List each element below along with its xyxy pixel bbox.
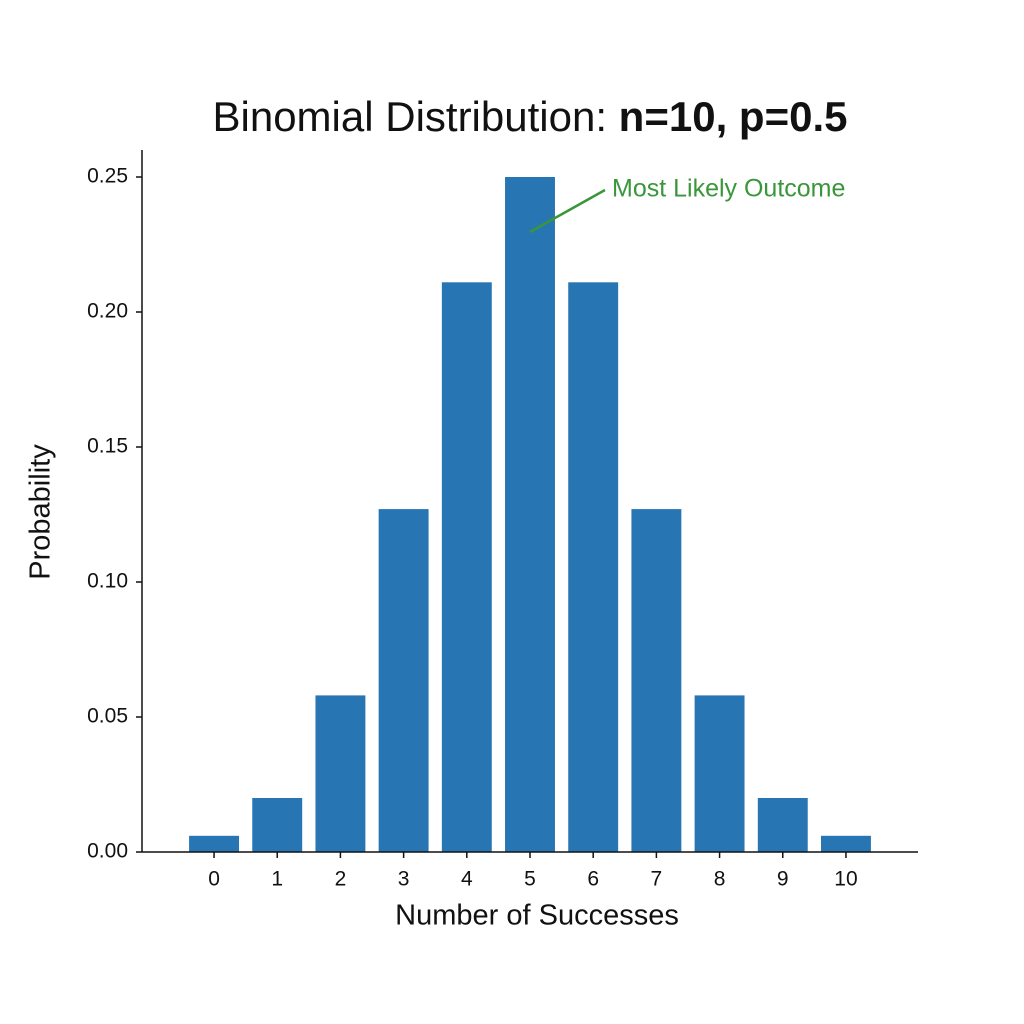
x-tick-label: 2 <box>335 868 347 891</box>
x-tick-label: 8 <box>714 868 726 891</box>
x-axis-label: Number of Successes <box>395 900 679 932</box>
y-tick-label: 0.00 <box>87 840 128 863</box>
x-tick-label: 7 <box>651 868 663 891</box>
title-bold: n=10, p=0.5 <box>619 93 848 140</box>
x-tick-label: 10 <box>834 868 857 891</box>
x-tick-label: 3 <box>398 868 410 891</box>
bar <box>568 282 619 852</box>
y-tick-label: 0.10 <box>87 570 128 593</box>
x-tick-label: 5 <box>524 868 536 891</box>
y-tick-label: 0.25 <box>87 165 128 188</box>
y-tick-label: 0.05 <box>87 705 128 728</box>
y-tick-label: 0.15 <box>87 435 128 458</box>
bar <box>315 695 366 852</box>
y-tick-label: 0.20 <box>87 300 128 323</box>
annotation-line <box>529 188 606 234</box>
bar <box>378 509 429 852</box>
bar <box>505 177 555 852</box>
x-tick-label: 1 <box>271 868 283 891</box>
y-axis-label: Probability <box>25 444 57 580</box>
chart-title: Binomial Distribution: n=10, p=0.5 <box>213 93 848 140</box>
bar <box>631 509 682 852</box>
bar <box>757 798 808 852</box>
bar <box>694 695 745 852</box>
bar <box>189 835 239 852</box>
x-tick-label: 6 <box>587 868 599 891</box>
x-tick-label: 0 <box>208 868 220 891</box>
bar <box>821 835 871 852</box>
bar <box>441 282 492 852</box>
annotation: Most Likely Outcome <box>612 175 845 203</box>
title-text: Binomial Distribution: <box>213 93 608 140</box>
x-tick-label: 4 <box>461 868 473 891</box>
bar <box>252 798 303 852</box>
x-tick-label: 9 <box>777 868 789 891</box>
